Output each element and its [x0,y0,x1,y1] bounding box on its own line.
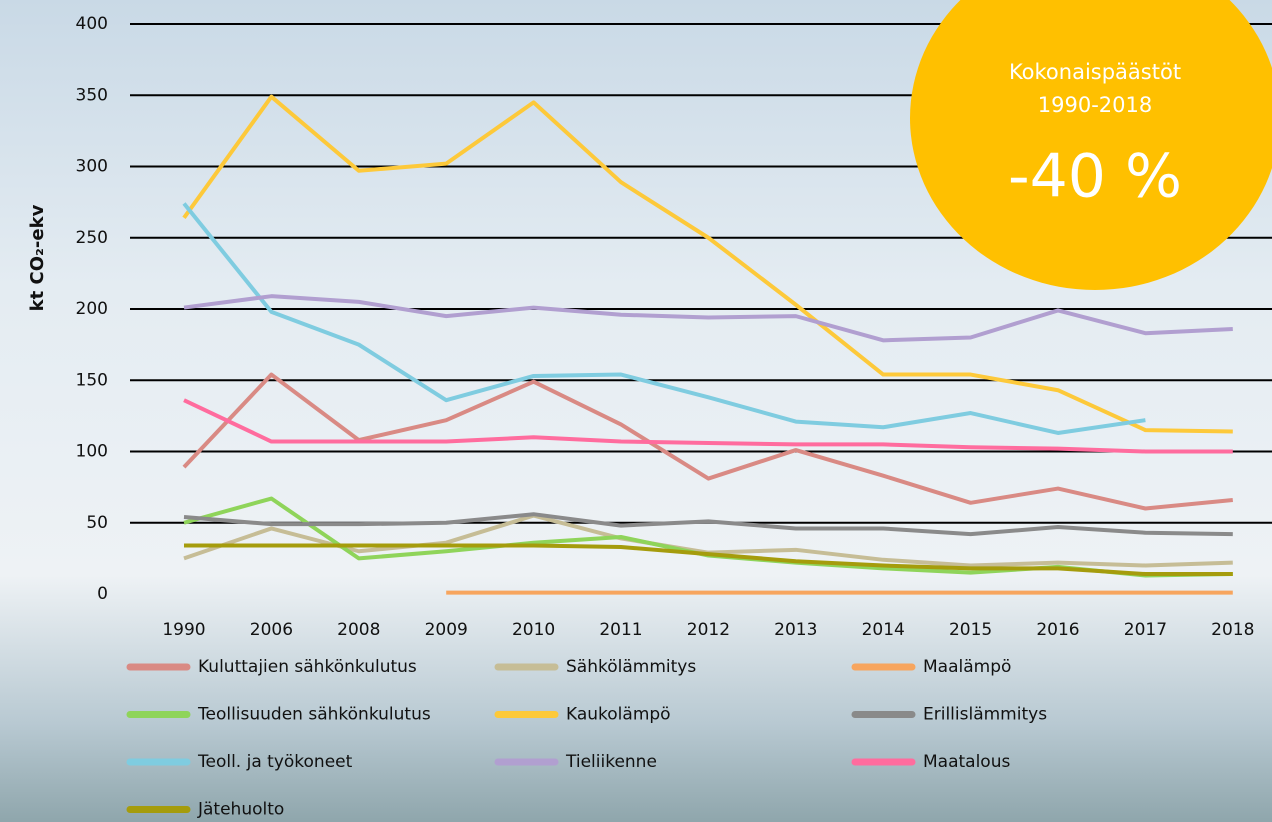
y-tick-label: 200 [76,299,108,319]
legend-label: Sähkölämmitys [566,657,696,677]
legend-label: Tieliikenne [565,752,657,772]
legend-label: Maalämpö [923,657,1011,677]
series-line [183,398,1233,454]
annotation-text: 1990-2018 [1038,93,1152,117]
legend-label: Erillislämmitys [923,705,1047,725]
y-tick-label: 0 [97,584,108,604]
x-tick-label: 2018 [1211,620,1254,640]
series-line [183,512,1233,537]
x-tick-label: 2011 [599,620,642,640]
legend-label: Kuluttajien sähkönkulutus [198,657,417,677]
annotation-bubble [910,0,1272,290]
legend-label: Maatalous [923,752,1010,772]
x-tick-label: 2006 [250,620,293,640]
series-line [184,543,1233,577]
x-tick-label: 2009 [425,620,468,640]
y-tick-label: 250 [76,228,108,248]
annotation-text: -40 % [1008,142,1182,212]
x-tick-label: 2016 [1036,620,1079,640]
series-line [182,94,1233,434]
y-tick-label: 300 [76,157,108,177]
x-tick-label: 1990 [162,620,205,640]
x-tick-label: 2012 [687,620,730,640]
annotation-text: Kokonaispäästöt [1009,60,1181,84]
y-tick-label: 50 [86,513,108,533]
legend-label: Teoll. ja työkoneet [197,752,353,772]
y-axis-label: kt CO₂-ekv [27,204,48,311]
series-line [182,202,1146,435]
x-tick-label: 2010 [512,620,555,640]
legend-label: Teollisuuden sähkönkulutus [197,705,431,725]
legend-label: Kaukolämpö [566,705,671,725]
y-tick-label: 400 [76,14,108,34]
x-tick-label: 2008 [337,620,380,640]
y-tick-label: 100 [76,442,108,462]
series-line [183,294,1233,343]
legend-label: Jätehuolto [197,800,284,820]
y-tick-label: 150 [76,370,108,390]
x-tick-label: 2017 [1124,620,1167,640]
y-tick-label: 350 [76,85,108,105]
x-tick-label: 2015 [949,620,992,640]
x-tick-label: 2014 [862,620,905,640]
x-tick-label: 2013 [774,620,817,640]
